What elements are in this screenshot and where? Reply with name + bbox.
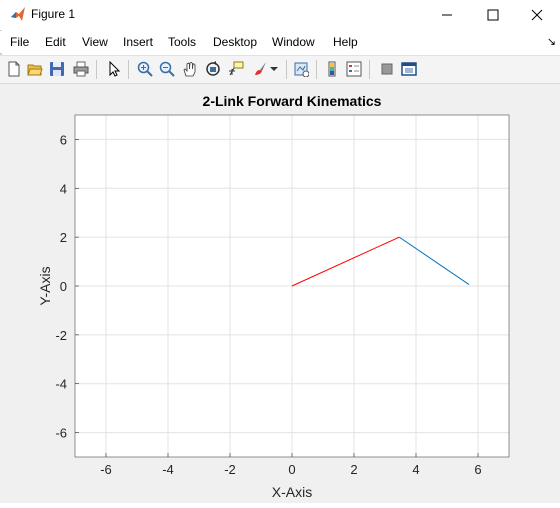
window-title: Figure 1 xyxy=(31,7,76,21)
menu-desktop[interactable]: Desktop xyxy=(213,35,258,49)
y-tick-label: 6 xyxy=(60,132,67,147)
toolbar-separator xyxy=(316,60,317,79)
link-plot-icon[interactable] xyxy=(292,60,310,78)
matlab-icon xyxy=(10,6,26,22)
chart-title: 2-Link Forward Kinematics xyxy=(203,93,382,109)
x-tick-label: 0 xyxy=(288,462,295,477)
y-tick-label: -4 xyxy=(55,377,67,392)
x-tick-label: 2 xyxy=(350,462,357,477)
new-figure-icon[interactable] xyxy=(5,60,23,78)
zoom-out-icon[interactable] xyxy=(158,60,176,78)
menu-window[interactable]: Window xyxy=(272,35,315,49)
minimize-button[interactable] xyxy=(424,0,470,30)
menu-tools[interactable]: Tools xyxy=(168,35,197,49)
maximize-button[interactable] xyxy=(470,0,516,30)
y-tick-label: 0 xyxy=(60,279,67,294)
y-tick-label: -2 xyxy=(55,328,67,343)
link-2-line xyxy=(398,236,470,285)
save-icon[interactable] xyxy=(48,60,66,78)
x-tick-label: -6 xyxy=(100,462,112,477)
edit-plot-arrow-icon[interactable] xyxy=(105,60,123,78)
x-tick-label: -2 xyxy=(224,462,236,477)
show-plot-tools-icon[interactable] xyxy=(400,60,418,78)
hide-plot-tools-icon[interactable] xyxy=(378,60,396,78)
insert-colorbar-icon[interactable] xyxy=(323,60,341,78)
x-tick-label: 6 xyxy=(474,462,481,477)
toolbar-separator xyxy=(128,60,129,79)
y-axis-label: Y-Axis xyxy=(37,266,53,305)
y-tick-label: 4 xyxy=(60,181,67,196)
x-tick-label: 4 xyxy=(412,462,419,477)
brush-dropdown-icon[interactable] xyxy=(268,60,280,78)
menu-bar: File Edit View Insert Tools Desktop Wind… xyxy=(0,31,560,53)
x-axis-label: X-Axis xyxy=(272,484,312,500)
link-1-line xyxy=(291,236,400,287)
menu-edit[interactable]: Edit xyxy=(45,35,66,49)
menu-insert[interactable]: Insert xyxy=(123,35,154,49)
menu-help[interactable]: Help xyxy=(333,35,358,49)
series-lines xyxy=(291,236,470,287)
y-tick-label: -6 xyxy=(55,426,67,441)
close-button[interactable] xyxy=(514,0,560,30)
toolbar-separator xyxy=(96,60,97,79)
figure-toolbar xyxy=(0,55,560,84)
chevron-icon[interactable]: ↘ xyxy=(546,36,556,48)
menu-file[interactable]: File xyxy=(10,35,30,49)
brush-icon[interactable] xyxy=(251,60,269,78)
rotate-3d-icon[interactable] xyxy=(204,60,222,78)
data-cursor-icon[interactable] xyxy=(227,60,245,78)
open-file-icon[interactable] xyxy=(26,60,44,78)
figure-canvas: -6 -4 -2 0 2 4 6 -6 -4 -2 0 2 4 6 2-Link Forward Kine… xyxy=(0,84,560,503)
tick-labels: -6 -4 -2 0 2 4 6 -6 -4 -2 0 2 4 6 xyxy=(55,132,481,477)
title-bar: Figure 1 xyxy=(0,0,560,30)
chart-svg: -6 -4 -2 0 2 4 6 -6 -4 -2 0 2 4 6 2-Link Forward Kine… xyxy=(37,93,510,500)
menu-view[interactable]: View xyxy=(82,35,108,49)
print-icon[interactable] xyxy=(72,60,90,78)
toolbar-separator xyxy=(369,60,370,79)
pan-hand-icon[interactable] xyxy=(181,60,199,78)
x-tick-label: -4 xyxy=(162,462,174,477)
insert-legend-icon[interactable] xyxy=(345,60,363,78)
y-tick-label: 2 xyxy=(60,230,67,245)
toolbar-separator xyxy=(286,60,287,79)
zoom-in-icon[interactable] xyxy=(136,60,154,78)
